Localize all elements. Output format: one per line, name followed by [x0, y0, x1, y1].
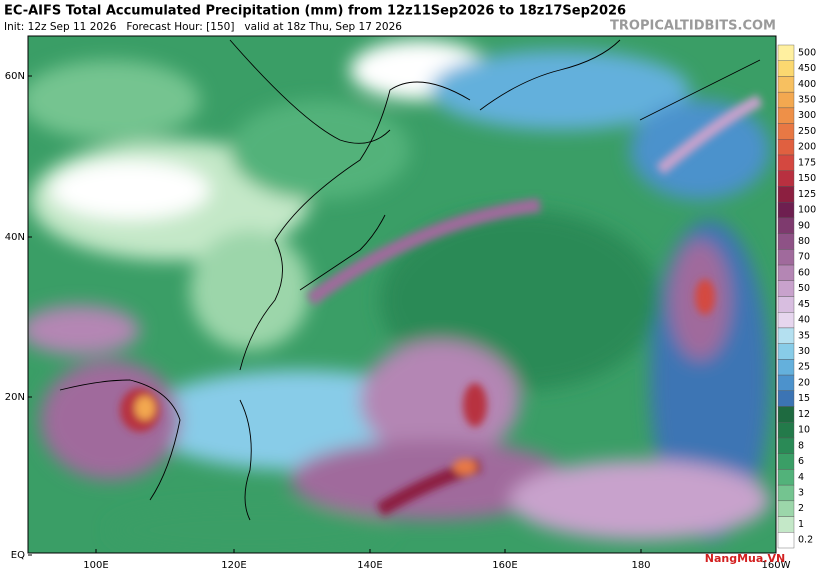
- colorbar-swatch: [777, 500, 795, 517]
- precip-maxima: [120, 94, 763, 517]
- colorbar-label: 25: [798, 362, 810, 373]
- colorbar-label: 70: [798, 252, 810, 263]
- colorbar-label: 80: [798, 236, 810, 247]
- colorbar-swatch: [777, 296, 795, 313]
- coastlines: [59, 39, 761, 521]
- colorbar-swatch: [777, 154, 795, 171]
- colorbar-label: 10: [798, 425, 810, 436]
- map-axes: 60N 40N 20N EQ 100E 120E 140E 160E 180 160W: [5, 71, 791, 571]
- lon-label: 140E: [357, 560, 382, 571]
- colorbar-swatch: [777, 327, 795, 344]
- colorbar-label: 3: [798, 487, 804, 498]
- colorbar-swatch: [777, 186, 795, 203]
- title: EC-AIFS Total Accumulated Precipitation …: [4, 4, 626, 19]
- colorbar-label: 8: [798, 440, 804, 451]
- colorbar-label: 200: [798, 142, 816, 153]
- lon-label: 120E: [221, 560, 246, 571]
- lat-label: 60N: [5, 71, 25, 82]
- colorbar-swatch: [777, 484, 795, 502]
- colorbar-swatch: [777, 264, 795, 281]
- colorbar-label: 500: [798, 47, 816, 58]
- colorbar-swatch: [777, 139, 795, 156]
- colorbar-label: 35: [798, 330, 810, 341]
- colorbar-swatch: [777, 422, 795, 439]
- colorbar-swatch: [777, 312, 795, 329]
- colorbar-label: 150: [798, 173, 816, 184]
- colorbar-swatch: [777, 249, 795, 266]
- colorbar-swatch: [777, 359, 795, 376]
- colorbar-swatch: [777, 170, 795, 187]
- colorbar-swatch: [777, 390, 795, 407]
- colorbar-swatch: [777, 60, 795, 77]
- colorbar-label: 175: [798, 157, 816, 168]
- colorbar-label: 12: [798, 409, 810, 420]
- colorbar: 5004504003503002502001751501251009080706…: [777, 44, 816, 549]
- colorbar-swatch: [777, 374, 795, 392]
- colorbar-label: 20: [798, 377, 810, 388]
- colorbar-label: 4: [798, 472, 804, 483]
- colorbar-label: 300: [798, 110, 816, 121]
- colorbar-swatch: [777, 516, 795, 533]
- colorbar-label: 30: [798, 346, 810, 357]
- lat-label: 40N: [5, 232, 25, 243]
- colorbar-label: 6: [798, 456, 804, 467]
- colorbar-label: 450: [798, 63, 816, 74]
- lat-label: 20N: [5, 392, 25, 403]
- lon-label: 160W: [762, 560, 791, 571]
- colorbar-swatch: [777, 453, 795, 470]
- colorbar-swatch: [777, 123, 795, 140]
- colorbar-label: 125: [798, 189, 816, 200]
- lon-label: 100E: [83, 560, 108, 571]
- colorbar-swatch: [777, 44, 795, 61]
- colorbar-label: 0.2: [798, 535, 813, 546]
- site-brand: TROPICALTIDBITS.COM: [610, 19, 776, 34]
- colorbar-swatch: [777, 233, 795, 250]
- precip-map: [28, 36, 776, 553]
- colorbar-label: 1: [798, 519, 804, 530]
- watermark: NangMua.VN: [705, 552, 785, 565]
- colorbar-label: 2: [798, 503, 804, 514]
- colorbar-label: 45: [798, 299, 810, 310]
- lat-label: EQ: [11, 550, 25, 561]
- colorbar-swatch: [777, 107, 795, 124]
- colorbar-label: 50: [798, 283, 810, 294]
- colorbar-swatch: [777, 532, 795, 549]
- subtitle: Init: 12z Sep 11 2026 Forecast Hour: [15…: [4, 21, 402, 33]
- colorbar-label: 250: [798, 126, 816, 137]
- colorbar-swatch: [777, 217, 795, 234]
- colorbar-swatch: [777, 469, 795, 486]
- colorbar-label: 100: [798, 205, 816, 216]
- colorbar-swatch: [777, 437, 795, 454]
- colorbar-swatch: [777, 406, 795, 423]
- colorbar-label: 60: [798, 267, 810, 278]
- colorbar-swatch: [777, 280, 795, 297]
- colorbar-label: 90: [798, 220, 810, 231]
- colorbar-swatch: [777, 91, 795, 109]
- lon-label: 160E: [492, 560, 517, 571]
- colorbar-label: 15: [798, 393, 810, 404]
- map-frame: [27, 35, 777, 554]
- precip-field: [28, 40, 770, 553]
- colorbar-label: 350: [798, 95, 816, 106]
- colorbar-swatch: [777, 76, 795, 93]
- colorbar-swatch: [777, 201, 795, 219]
- colorbar-label: 400: [798, 79, 816, 90]
- colorbar-label: 40: [798, 315, 810, 326]
- colorbar-swatch: [777, 343, 795, 360]
- lon-label: 180: [631, 560, 650, 571]
